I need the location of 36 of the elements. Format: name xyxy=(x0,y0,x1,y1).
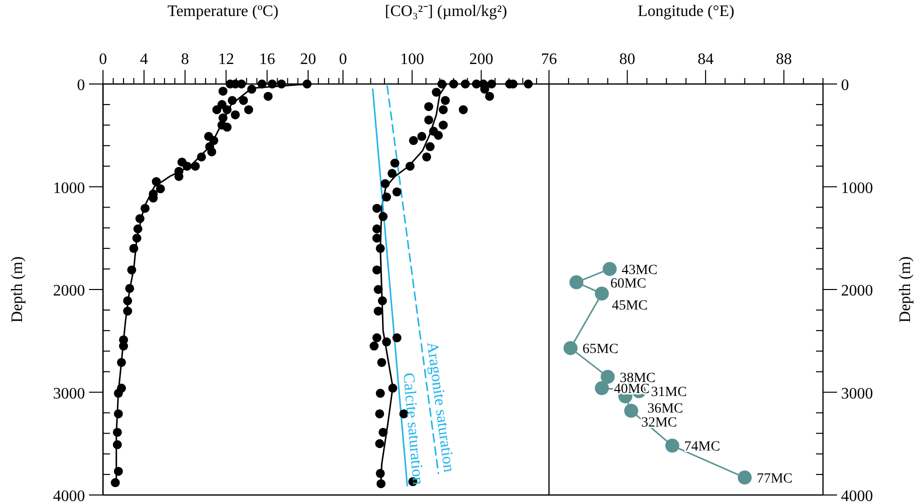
y-axis-title: Depth (m) xyxy=(897,256,914,323)
annotation: 45MC xyxy=(612,298,648,314)
y-tick-label: 0 xyxy=(77,77,85,94)
x-tick-label: 20 xyxy=(300,51,316,68)
x-tick-label: 100 xyxy=(400,51,424,68)
x-tick-label: 84 xyxy=(698,51,714,68)
y-axis-title: Depth (m) xyxy=(9,256,26,323)
annotation: 43MC xyxy=(622,262,658,278)
y-tick-label: 0 xyxy=(841,77,849,94)
y-tick-label: 3000 xyxy=(53,385,85,402)
y-tick-label: 1000 xyxy=(53,180,85,197)
annotation: 31MC xyxy=(651,385,687,400)
annotation: 60MC xyxy=(610,276,646,292)
y-tick-label: 1000 xyxy=(841,180,873,197)
y-tick-label: 4000 xyxy=(53,488,85,502)
x-axis-title: [CO₃²⁻] (µmol/kg²) xyxy=(384,3,508,20)
x-axis-title: Temperature (ºC) xyxy=(168,3,278,20)
y-tick-label: 4000 xyxy=(841,488,873,502)
x-axis-title: Longitude (°E) xyxy=(638,3,734,20)
y-tick-label: 2000 xyxy=(841,282,873,300)
annotation: 74MC xyxy=(684,440,720,455)
x-tick-label: 200 xyxy=(469,51,494,68)
x-tick-label: 0 xyxy=(99,51,107,68)
annotation: 36MC xyxy=(647,401,684,416)
x-tick-label: 4 xyxy=(140,51,148,68)
y-tick-label: 2000 xyxy=(53,282,85,300)
x-tick-label: 8 xyxy=(181,51,190,68)
x-tick-label: 16 xyxy=(259,51,276,68)
annotation: 65MC xyxy=(582,342,618,358)
annotation: 77MC xyxy=(756,472,793,487)
x-tick-label: 80 xyxy=(619,51,636,68)
y-tick-label: 3000 xyxy=(841,385,873,402)
x-tick-label: 12 xyxy=(218,51,234,68)
x-tick-label: 76 xyxy=(541,51,557,68)
x-tick-label: 88 xyxy=(776,51,792,68)
x-tick-label: 0 xyxy=(339,51,347,68)
